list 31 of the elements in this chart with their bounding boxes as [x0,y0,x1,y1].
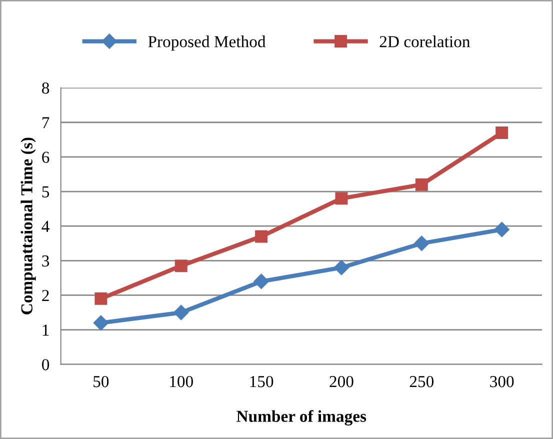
point [255,230,268,243]
y-tick-label: 0 [42,359,50,370]
x-tick-label: 50 [94,376,109,388]
y-tick-label: 2 [42,290,49,302]
point [414,236,430,251]
x-tick-label: 150 [250,376,274,388]
x-axis-title: Number of images [236,410,366,426]
y-axis-title: Compuattaional Time (s) [20,138,36,314]
point [334,260,350,276]
x-tick-label: 100 [170,376,193,388]
point [415,178,428,191]
y-tick-label: 1 [42,324,49,336]
point [94,292,108,305]
legend-label: Proposed Method [148,36,266,51]
point [335,192,348,205]
point [174,260,188,272]
legend-label: 2D corelation [380,36,470,48]
y-tick-label: 6 [42,152,50,163]
x-tick-label: 300 [490,376,514,388]
y-tick-label: 7 [42,117,50,128]
point [496,126,508,139]
point [254,274,269,289]
x-tick-label: 250 [410,376,434,388]
y-tick-label: 3 [42,255,50,267]
point [494,222,510,238]
y-tick-label: 4 [42,220,50,232]
x-tick-label: 200 [330,376,354,388]
point [174,304,189,320]
point [93,315,108,330]
y-tick-label: 8 [42,82,50,94]
y-tick-label: 5 [42,186,50,198]
